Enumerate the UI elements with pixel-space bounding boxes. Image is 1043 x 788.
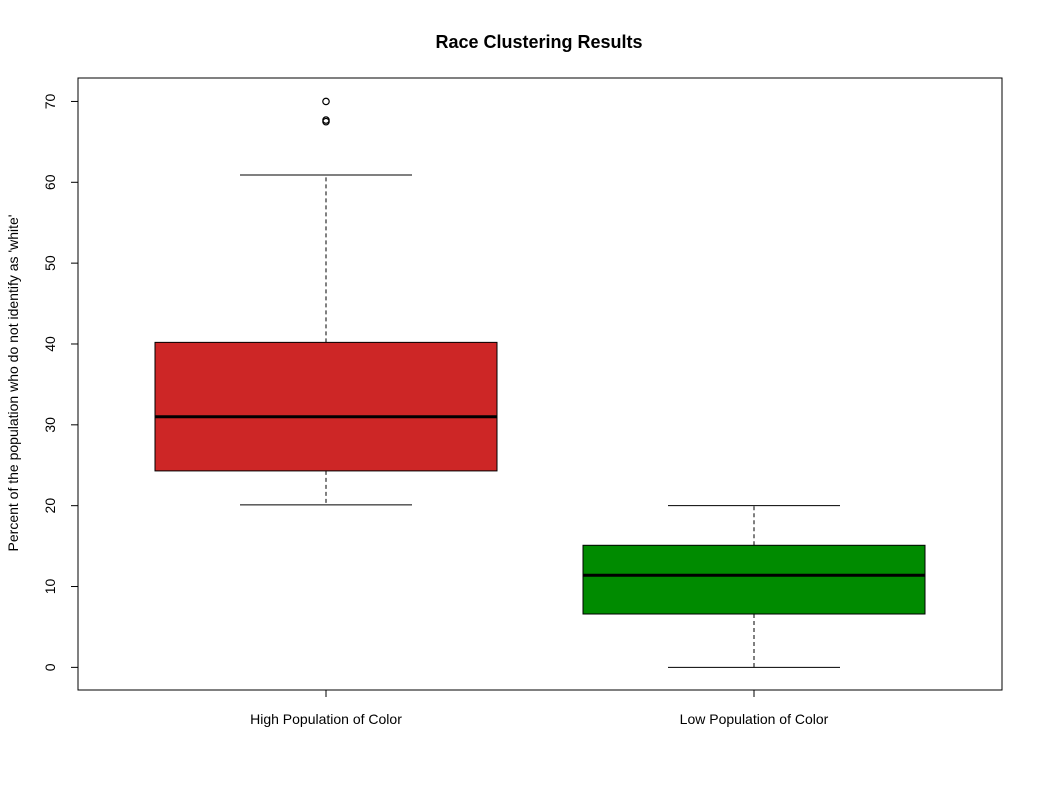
plot-frame	[77, 77, 1003, 691]
x-tick-label: High Population of Color	[250, 711, 402, 727]
x-tick-label: Low Population of Color	[680, 711, 829, 727]
box	[582, 544, 926, 615]
chart-title: Race Clustering Results	[435, 32, 642, 52]
box	[154, 341, 498, 472]
outlier-point	[322, 97, 330, 106]
y-tick-label: 70	[42, 93, 58, 109]
y-tick-label: 20	[42, 498, 58, 514]
y-tick-label: 10	[42, 579, 58, 595]
plot-area: 0 10 20 30 40 50 60 70 High Population of Color L…	[42, 77, 1003, 727]
y-axis-label: Percent of the population who do not ide…	[5, 215, 21, 552]
outlier-point	[322, 116, 330, 124]
y-tick-label: 50	[42, 255, 58, 271]
y-tick-label: 60	[42, 174, 58, 190]
y-tick-label: 30	[42, 417, 58, 433]
y-tick-label: 40	[42, 336, 58, 352]
y-tick-label: 0	[42, 663, 58, 671]
